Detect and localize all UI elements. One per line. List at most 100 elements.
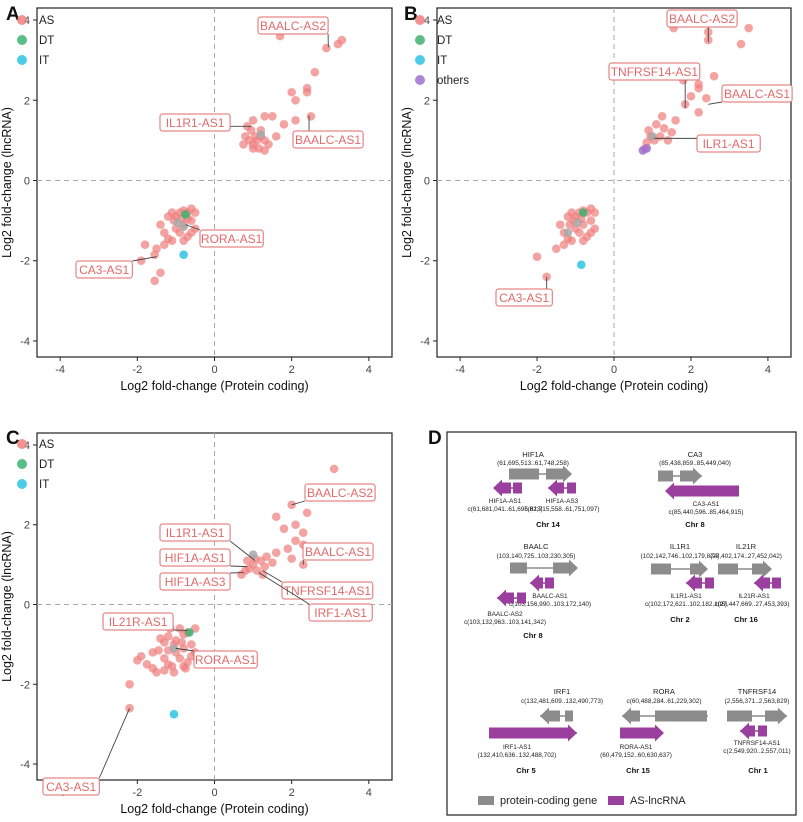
point-grey — [248, 550, 258, 559]
legend-label-others: others — [437, 75, 469, 87]
legend-label-dt: DT — [39, 459, 54, 471]
legend-swatch-as — [415, 15, 425, 25]
point-as — [125, 679, 134, 689]
point-as — [239, 140, 248, 149]
annotation-connector — [291, 500, 306, 506]
point-as — [302, 87, 312, 97]
gene-name: IL21R-AS1 — [738, 593, 770, 600]
point-as — [287, 554, 296, 563]
gene-coord: c(61,715,558..61,751,097) — [525, 506, 600, 513]
point-as — [133, 656, 142, 665]
gene-coord: (27,402,174..27,452,042) — [710, 553, 782, 560]
point-as — [271, 132, 281, 141]
y-tick-label: 4 — [24, 440, 30, 452]
annotation-connector — [258, 572, 310, 605]
baalc-as1-exon — [545, 577, 554, 589]
ca3-gene-arrow — [680, 467, 702, 485]
point-as — [248, 116, 258, 125]
y-tick-label: -2 — [20, 256, 30, 268]
hif1a-gene-exon — [509, 468, 539, 480]
annotation-label: RORA-AS1 — [201, 232, 263, 246]
legend-swatch-dt — [17, 459, 27, 469]
gene-name: TNFRSF14-AS1 — [734, 740, 781, 747]
y-tick-label: 2 — [24, 520, 30, 532]
annotation-connector — [230, 565, 248, 568]
panel-letter-b: B — [404, 4, 418, 25]
panel-letter-c: C — [6, 428, 20, 449]
x-tick-label: -2 — [132, 787, 142, 799]
y-tick-label: -4 — [20, 336, 30, 348]
gene-coord: (132,410,636..132,488,702) — [478, 752, 557, 759]
point-as — [179, 236, 188, 245]
point-grey — [169, 644, 179, 653]
irf1-gene-exon — [565, 710, 573, 722]
x-tick-label: 4 — [366, 787, 372, 799]
annotation-box — [75, 260, 133, 279]
gene-name: RORA — [653, 687, 676, 696]
annotation-box — [281, 581, 374, 600]
il1r1-as1-arrow — [686, 574, 702, 592]
gene-name: BAALC — [524, 542, 549, 551]
x-tick-label: 0 — [611, 364, 617, 376]
legend-swatch-dt — [415, 35, 425, 45]
gene-coord: c(2,549,920..2,557,011) — [723, 748, 790, 755]
chromosome-label: Chr 5 — [516, 766, 536, 775]
point-as — [175, 654, 185, 663]
point-as — [322, 43, 331, 53]
y-tick-label: 2 — [24, 95, 30, 107]
annotation-box — [42, 777, 100, 796]
point-as — [694, 107, 703, 117]
legend-swatch-as — [17, 15, 27, 25]
x-tick-label: -4 — [455, 364, 465, 376]
annotation-box — [159, 113, 231, 132]
gene-coord: c(60,488,284..61,229,302) — [627, 698, 702, 705]
point-as — [291, 95, 300, 105]
annotation-label: CA3-AS1 — [79, 263, 129, 277]
gene-name: BAALC-AS2 — [487, 611, 523, 618]
scatter-panel-b: -4 -2 0 2 4 -4 -2 0 2 4 Log2 fold-change (Protein … — [400, 7, 793, 393]
point-as — [744, 23, 753, 33]
il1r1-gene-exon — [651, 563, 671, 575]
annotation-connector — [185, 224, 201, 231]
point-as — [686, 91, 696, 101]
annotation-box — [308, 603, 373, 622]
annotation-box — [666, 9, 738, 28]
annotation-label: ILR1-AS1 — [703, 137, 755, 151]
legend-label-it: IT — [39, 479, 49, 491]
point-as — [736, 39, 746, 49]
x-tick-label: -2 — [132, 364, 142, 376]
chromosome-label: Chr 1 — [748, 766, 768, 775]
y-tick-label: 4 — [24, 15, 30, 27]
gene-name: HIF1A-AS1 — [489, 498, 522, 505]
point-as — [260, 562, 269, 571]
point-as — [555, 220, 565, 229]
legend-swatch-dt — [17, 35, 27, 45]
point-dt — [578, 208, 588, 217]
legend-swatch-it — [17, 479, 27, 489]
legend-label-dt: DT — [39, 35, 54, 47]
point-as — [291, 520, 300, 530]
irf1-gene-arrow — [540, 707, 560, 725]
x-tick-label: 4 — [765, 364, 771, 376]
gene-name: CA3 — [688, 450, 703, 459]
gene-coord: (85,438,859..85,449,040) — [659, 460, 731, 467]
annotation-connector — [175, 647, 195, 652]
point-as — [655, 132, 665, 141]
gene-coord: (102,142,746..102,179,874) — [641, 553, 720, 560]
rora-as1-arrow — [620, 724, 664, 742]
gene-loci-panel-d: HIF1A(61,695,513..61,748,258)HIF1A-AS1c(… — [446, 431, 797, 816]
point-as — [559, 240, 569, 249]
annotation-label: HIF1A-AS3 — [165, 575, 226, 589]
tnfrsf14-as1-exon — [758, 725, 767, 737]
gene-name: CA3-AS1 — [693, 501, 720, 508]
y-tick-label: 0 — [424, 175, 430, 187]
legend-swatch-protein — [478, 796, 494, 805]
point-as — [260, 112, 269, 121]
tnfrsf14-gene-exon — [727, 710, 752, 722]
baalc-as1-arrow — [530, 574, 543, 592]
chromosome-label: Chr 8 — [523, 631, 542, 640]
baalc-gene-exon — [510, 562, 527, 574]
chromosome-label: Chr 2 — [670, 615, 689, 624]
annotation-label: TNFRSF14-AS1 — [284, 584, 372, 598]
